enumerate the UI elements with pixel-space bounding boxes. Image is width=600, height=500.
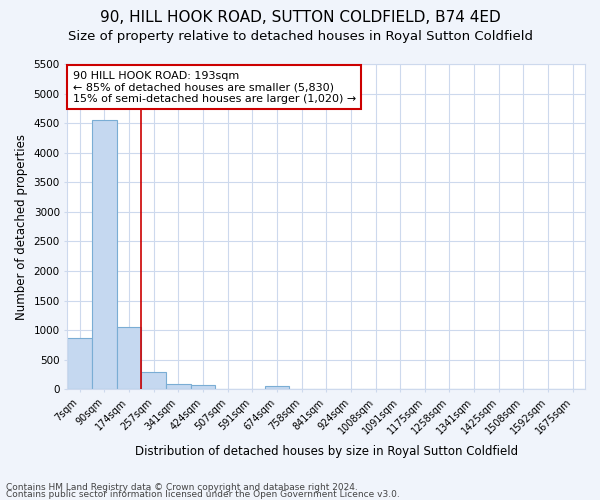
Text: 90 HILL HOOK ROAD: 193sqm
← 85% of detached houses are smaller (5,830)
15% of se: 90 HILL HOOK ROAD: 193sqm ← 85% of detac… — [73, 70, 356, 104]
Bar — [117, 326, 142, 390]
Bar — [92, 120, 117, 390]
Bar — [67, 338, 92, 390]
Text: Contains public sector information licensed under the Open Government Licence v3: Contains public sector information licen… — [6, 490, 400, 499]
Bar — [265, 386, 289, 390]
Bar — [142, 372, 166, 390]
Bar — [191, 385, 215, 390]
Text: Size of property relative to detached houses in Royal Sutton Coldfield: Size of property relative to detached ho… — [67, 30, 533, 43]
Y-axis label: Number of detached properties: Number of detached properties — [15, 134, 28, 320]
X-axis label: Distribution of detached houses by size in Royal Sutton Coldfield: Distribution of detached houses by size … — [134, 444, 518, 458]
Text: Contains HM Land Registry data © Crown copyright and database right 2024.: Contains HM Land Registry data © Crown c… — [6, 484, 358, 492]
Text: 90, HILL HOOK ROAD, SUTTON COLDFIELD, B74 4ED: 90, HILL HOOK ROAD, SUTTON COLDFIELD, B7… — [100, 10, 500, 25]
Bar — [166, 384, 191, 390]
